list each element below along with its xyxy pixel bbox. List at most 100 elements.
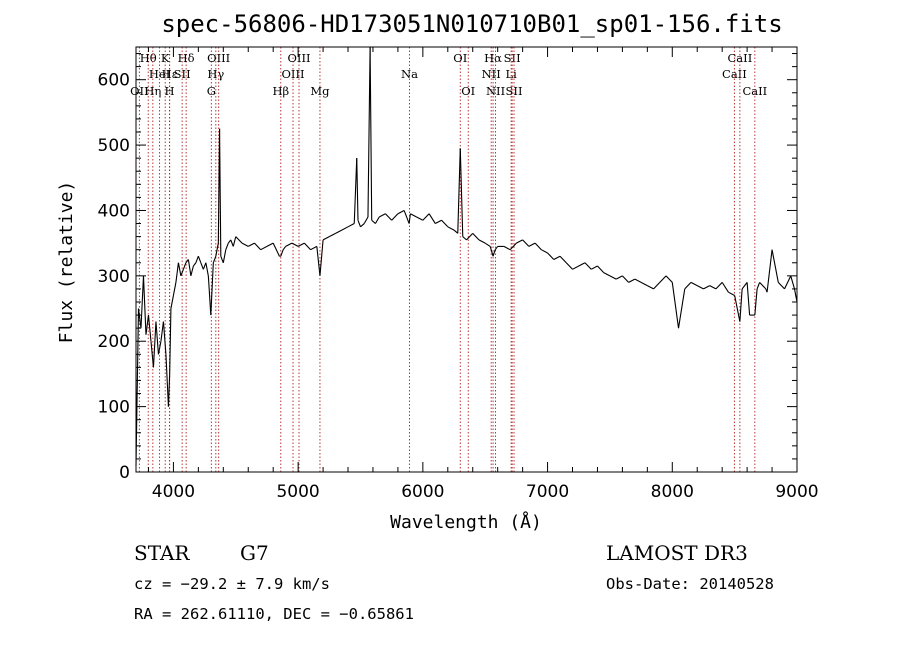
spectrum-segment-48 — [272, 242, 280, 257]
spectrum-segment-116 — [615, 275, 623, 280]
spectrum-segment-132 — [715, 282, 723, 290]
line-marker-label-2: Hη — [144, 84, 161, 98]
spectrum-segment-58 — [319, 239, 324, 276]
spectrum-segment-74 — [385, 213, 393, 221]
spectrum-segment-8 — [155, 321, 159, 355]
survey-name: LAMOST DR3 — [606, 541, 748, 565]
spectrum-segment-12 — [165, 354, 169, 407]
object-class: STAR — [134, 541, 190, 565]
spectrum-segment-85 — [447, 226, 455, 231]
spectrum-segment-7 — [152, 321, 157, 368]
line-marker-label-23: SII — [504, 51, 521, 65]
spectrum-segment-137 — [741, 282, 748, 290]
spectrum-segment-135 — [734, 295, 741, 322]
spectrum-segment-93 — [484, 242, 491, 247]
spectrum-segment-30 — [207, 275, 212, 316]
spectrum-segment-26 — [197, 256, 202, 263]
spectrum-segment-101 — [522, 239, 530, 247]
spectrum-segment-23 — [190, 265, 194, 276]
line-marker-label-24: SII — [506, 84, 523, 98]
spectrum-segment-73 — [378, 213, 386, 218]
spectrum-segment-61 — [335, 229, 343, 234]
y-tick-label-5: 500 — [98, 136, 130, 156]
spectrum-segment-9 — [157, 341, 162, 355]
spectrum-segment-68 — [363, 216, 369, 224]
spectrum-segment-119 — [634, 278, 642, 283]
y-axis: 0 100 200 300 400 500 600 — [98, 53, 797, 483]
line-marker-label-16: Na — [401, 67, 418, 81]
spectrum-segment-104 — [541, 249, 548, 254]
spectrum-segment-52 — [285, 242, 293, 247]
spectrum-segment-131 — [709, 285, 717, 290]
spectrum-segment-123 — [659, 275, 667, 283]
spectrum-segment-108 — [565, 262, 573, 270]
spectrum-segment-3 — [142, 275, 147, 335]
line-marker-label-0: Hθ — [140, 51, 157, 65]
spectrum-segment-142 — [759, 282, 767, 290]
spectrum-segment-88 — [459, 148, 464, 237]
spectrum-segment-112 — [590, 265, 598, 270]
spectrum-segment-51 — [282, 246, 287, 251]
spectrum-segment-102 — [528, 242, 536, 247]
spectrum-segment-141 — [756, 282, 761, 290]
spectrum-segment-125 — [671, 282, 680, 329]
spectrum-segment-91 — [472, 232, 480, 241]
spectrum-segment-128 — [690, 281, 698, 287]
line-marker-label-22: Li — [505, 67, 517, 81]
line-marker-label-5: H — [165, 84, 175, 98]
line-marker-label-9: Hγ — [207, 67, 224, 81]
spectrum-segment-86 — [453, 229, 459, 234]
spectrum-segment-45 — [254, 242, 262, 251]
spectrum-segment-6 — [150, 341, 155, 368]
spectrum-segment-118 — [628, 278, 636, 283]
spectrum-segment-46 — [260, 245, 268, 251]
line-marker-label-1: OII — [130, 84, 149, 98]
x-tick-label-1: 5000 — [276, 482, 319, 502]
spectrum-segment-77 — [403, 210, 410, 224]
spectrum-segment-79 — [410, 213, 417, 218]
spectrum-segment-10 — [160, 321, 164, 342]
spectrum-segment-65 — [356, 158, 359, 221]
spectrum-segment-70 — [369, 46, 373, 221]
line-marker-label-14: OIII — [287, 51, 310, 65]
spectrum-segment-114 — [603, 272, 611, 277]
spectrum-segment-81 — [422, 213, 430, 221]
spectrum-segment-145 — [771, 249, 779, 283]
line-marker-label-8: Hδ — [178, 51, 195, 65]
spectrum-segment-50 — [280, 249, 284, 257]
spectrum-segment-27 — [200, 262, 204, 270]
line-marker-label-26: CaII — [728, 51, 753, 65]
line-marker-label-27: CaII — [742, 84, 767, 98]
spectrum-segment-28 — [202, 262, 207, 270]
x-tick-label-2: 6000 — [401, 482, 444, 502]
spectrum-segment-4 — [145, 315, 150, 335]
spectrum-segment-110 — [578, 262, 586, 267]
x-tick-label-3: 7000 — [526, 482, 569, 502]
spectrum-segment-115 — [609, 275, 617, 280]
spectrum-segment-84 — [441, 219, 449, 228]
spectrum-segment-124 — [665, 275, 673, 283]
spectrum-segment-130 — [703, 285, 710, 290]
spectrum-segment-107 — [559, 255, 567, 264]
spectrum-segment-63 — [347, 223, 355, 228]
spectrum-segment-122 — [653, 282, 661, 290]
spectrum-segment-89 — [462, 236, 467, 241]
obs-date: Obs-Date: 20140528 — [606, 575, 774, 593]
spectrum-segment-41 — [232, 236, 237, 247]
line-marker-label-20: Hα — [484, 51, 502, 65]
spectrum-segment-147 — [784, 275, 792, 290]
y-tick-label-2: 200 — [98, 332, 130, 352]
y-tick-label-4: 400 — [98, 201, 130, 221]
spectrum-segment-98 — [503, 245, 511, 251]
spectrum-segment-16 — [172, 282, 177, 296]
x-tick-label-0: 4000 — [152, 482, 195, 502]
y-tick-label-1: 100 — [98, 398, 130, 418]
spectrum-segment-103 — [534, 242, 542, 251]
spectrum-segment-66 — [357, 220, 362, 228]
y-tick-label-0: 0 — [119, 463, 130, 483]
line-marker-label-12: Hβ — [272, 84, 289, 98]
y-axis-label: Flux (relative) — [56, 181, 77, 344]
spectrum-segment-14 — [169, 308, 172, 374]
spectrum-segment-40 — [230, 239, 234, 247]
spectrum-segment-38 — [225, 242, 229, 250]
